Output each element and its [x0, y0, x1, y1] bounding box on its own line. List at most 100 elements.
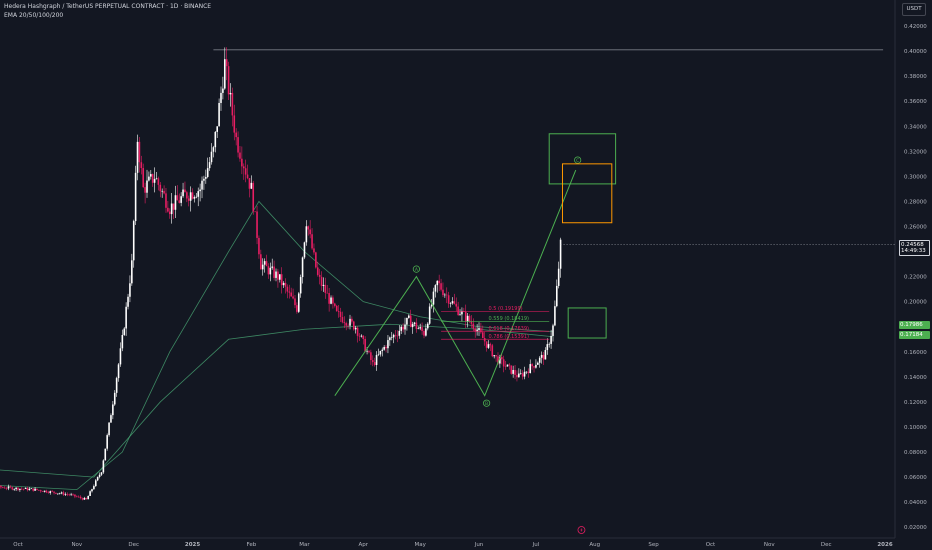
- candle-body: [552, 325, 554, 336]
- candle-body: [559, 239, 562, 269]
- candle-body: [104, 448, 107, 461]
- candle-body: [153, 178, 156, 183]
- candle-body: [483, 338, 486, 342]
- candle-body: [373, 362, 376, 366]
- candle-body: [172, 203, 175, 210]
- x-tick-label: May: [415, 542, 427, 548]
- candle-body: [339, 311, 342, 318]
- candle-body: [307, 226, 310, 230]
- candle-body: [453, 301, 456, 304]
- candle-body: [144, 187, 146, 193]
- target-box-3: [567, 307, 607, 339]
- candle-body: [554, 306, 556, 326]
- candle-body: [466, 315, 469, 322]
- candle-body: [347, 325, 349, 327]
- currency-button[interactable]: USDT: [902, 3, 926, 16]
- candle-body: [527, 371, 530, 374]
- candle-body: [364, 339, 366, 352]
- candle-body: [20, 488, 23, 490]
- candle-body: [282, 282, 285, 286]
- candle-body: [290, 292, 292, 297]
- candle-body: [518, 373, 520, 378]
- x-tick-label: Oct: [13, 542, 23, 548]
- candle-body: [280, 274, 283, 286]
- candle-body: [523, 371, 526, 377]
- candle-body: [0, 485, 2, 488]
- candle-body: [489, 344, 492, 346]
- candle-body: [199, 189, 201, 192]
- candle-body: [345, 323, 348, 326]
- candle-body: [205, 176, 207, 179]
- candle-body: [474, 328, 477, 332]
- candle-body: [176, 195, 179, 201]
- candle-body: [404, 324, 406, 330]
- candle-body: [81, 498, 84, 500]
- candle-body: [299, 277, 302, 294]
- candle-body: [491, 345, 494, 357]
- countdown-timer: 14:49:33: [901, 248, 926, 254]
- candle-body: [250, 182, 253, 189]
- candle-body: [396, 335, 399, 337]
- candle-body: [326, 292, 329, 294]
- candle-body: [366, 351, 368, 352]
- candle-body: [316, 267, 319, 275]
- lightning-glyph: [580, 527, 583, 533]
- candle-body: [426, 323, 429, 329]
- candle-body: [286, 286, 289, 292]
- candle-body: [55, 492, 57, 494]
- candle-body: [464, 311, 467, 322]
- candle-body: [193, 197, 196, 199]
- candle-body: [187, 198, 190, 201]
- candle-body: [77, 496, 80, 498]
- candle-body: [68, 494, 71, 496]
- target-box-1: [548, 133, 617, 185]
- candle-body: [100, 472, 103, 475]
- candle-body: [214, 131, 217, 148]
- current-price-value: 0.24568: [901, 242, 924, 248]
- x-tick-label: Nov: [764, 542, 775, 548]
- candle-body: [428, 306, 431, 324]
- x-tick-label: Sep: [648, 542, 659, 548]
- candle-body: [127, 296, 129, 307]
- candle-body: [91, 489, 93, 492]
- candle-body: [142, 168, 145, 188]
- candle-body: [5, 488, 8, 489]
- candle-body: [201, 180, 203, 190]
- candle-body: [108, 422, 110, 436]
- candle-body: [368, 351, 370, 353]
- candle-body: [89, 491, 91, 496]
- candle-body: [60, 492, 63, 494]
- y-tick-label: 0.02000: [904, 525, 927, 531]
- candle-body: [301, 257, 304, 278]
- indicator-label: EMA 20/50/100/200: [4, 12, 64, 19]
- y-tick-label: 0.22000: [904, 275, 927, 281]
- candle-body: [311, 234, 313, 249]
- candle-body: [195, 196, 198, 198]
- candle-body: [519, 373, 522, 374]
- x-tick-label: Feb: [246, 542, 256, 548]
- candle-body: [163, 190, 165, 194]
- candle-body: [375, 355, 378, 366]
- candle-body: [212, 147, 215, 152]
- x-tick-label: Mar: [299, 542, 310, 548]
- candle-body: [360, 335, 363, 337]
- candle-body: [98, 474, 101, 477]
- candle-body: [136, 141, 139, 173]
- candle-body: [93, 486, 95, 490]
- candle-body: [2, 487, 4, 488]
- candle-body: [444, 294, 446, 296]
- candle-body: [146, 180, 148, 193]
- wave-label-circle: [574, 156, 582, 164]
- wave-label-circle: [412, 265, 421, 273]
- candle-body: [430, 304, 433, 307]
- x-tick-label: Aug: [589, 542, 600, 548]
- y-tick-label: 0.32000: [904, 149, 927, 155]
- candle-body: [246, 174, 249, 179]
- candle-body: [231, 92, 234, 116]
- candle-body: [87, 495, 89, 500]
- candle-body: [381, 349, 384, 351]
- candle-body: [343, 322, 346, 324]
- candle-body: [487, 344, 490, 348]
- wave-label-a: A: [415, 267, 419, 273]
